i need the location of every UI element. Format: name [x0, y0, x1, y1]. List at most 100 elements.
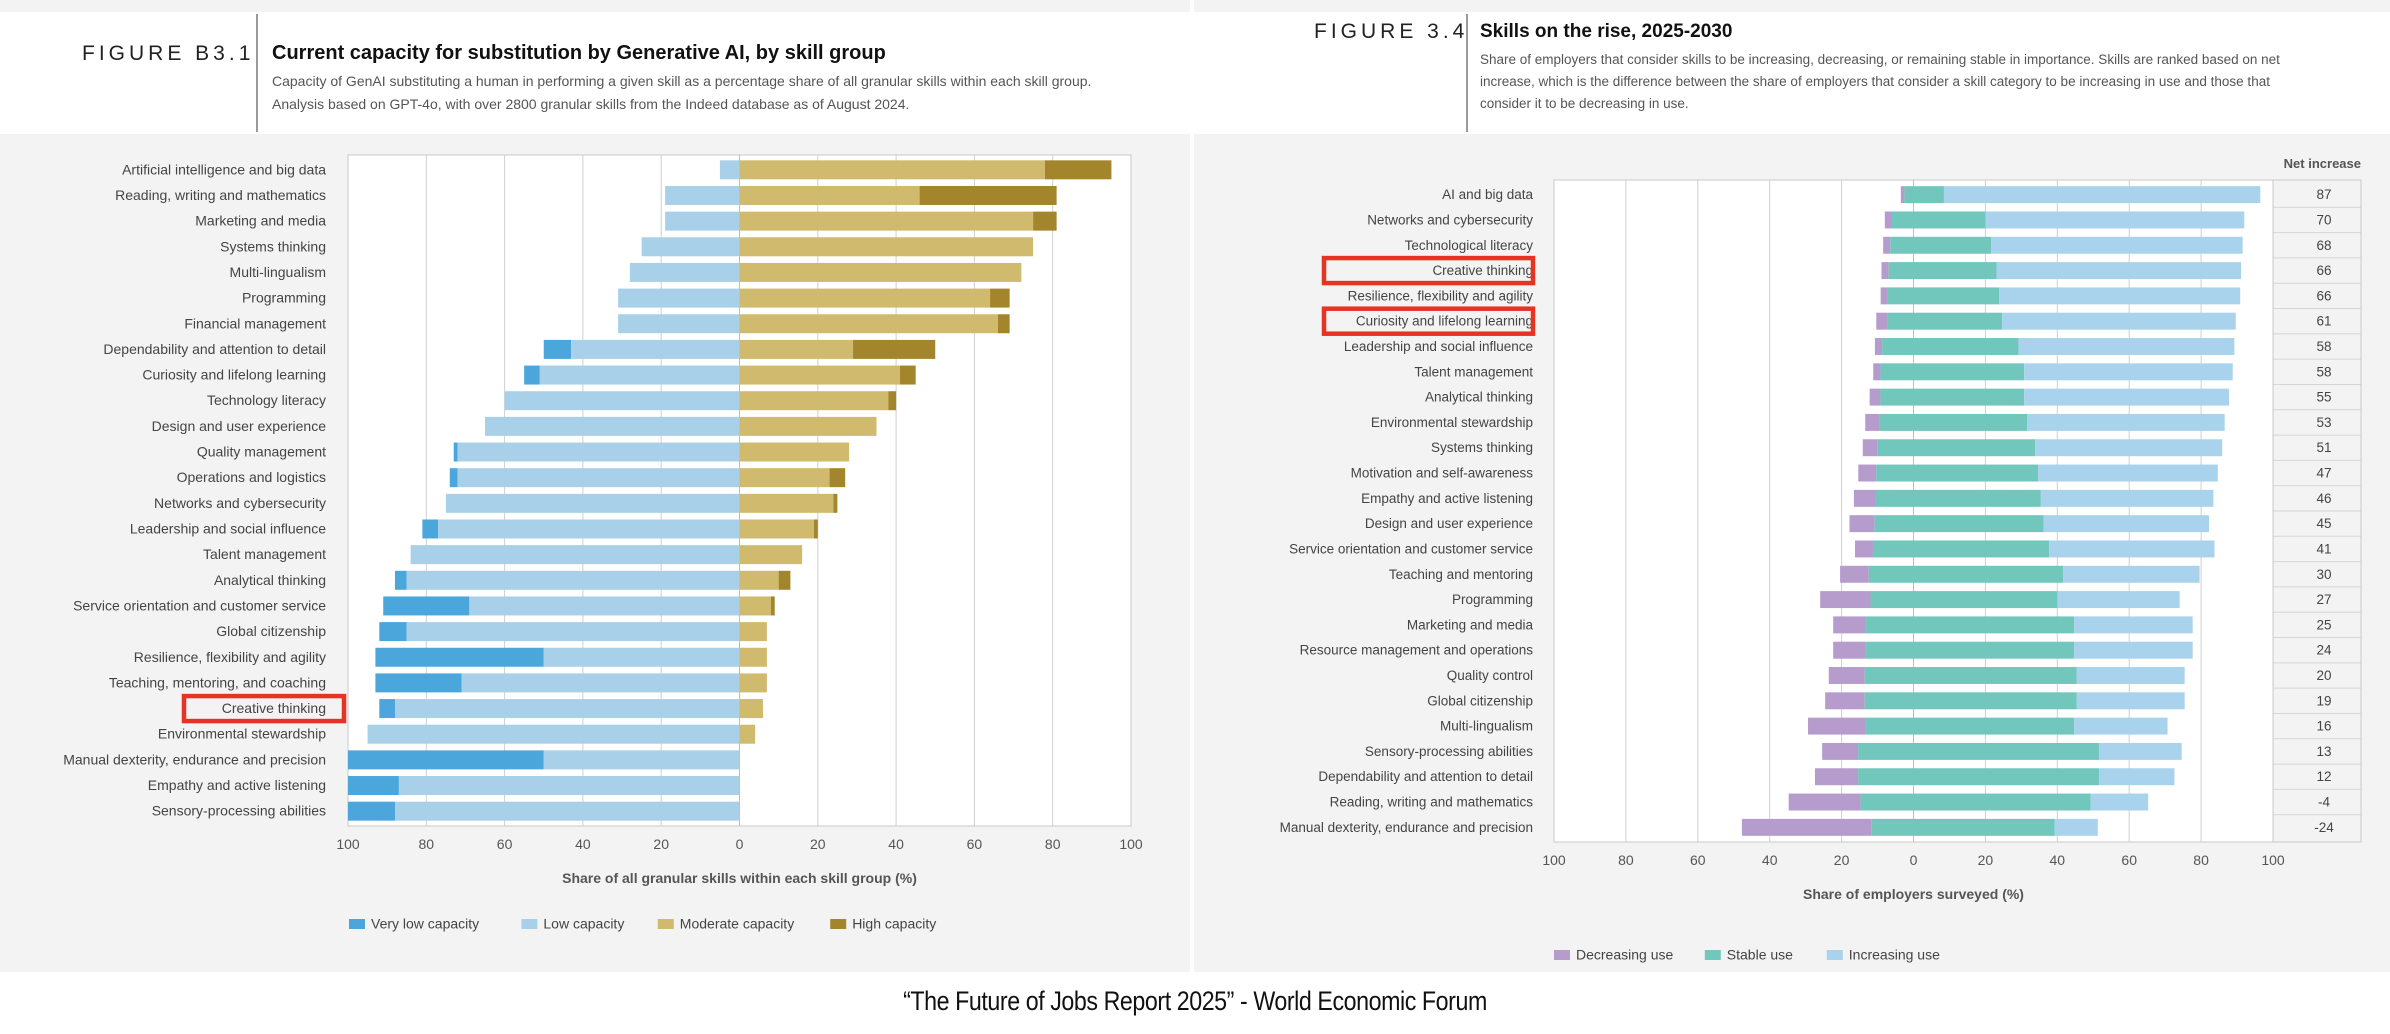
left-bar-moderate-capacity-quality-management [739, 442, 850, 462]
left-x-tick-label: 40 [575, 836, 591, 852]
right-net-increase-value-empathy-and-active-listening: 46 [2316, 491, 2331, 506]
right-bar-increasing-use-quality-control [2076, 667, 2185, 684]
right-bar-increasing-use-talent-management [2024, 363, 2233, 381]
right-bar-stable-use-motivation-and-self-awareness [1876, 464, 2039, 482]
left-x-tick-label: 20 [810, 836, 826, 852]
right-bar-decreasing-use-environmental-stewardship [1865, 413, 1880, 431]
right-net-increase-value-teaching-and-mentoring: 30 [2316, 567, 2331, 582]
left-bar-high-capacity-operations-and-logistics [829, 468, 846, 488]
left-bar-moderate-capacity-curiosity-and-lifelong-learning [739, 365, 901, 385]
left-bar-very-low-capacity-curiosity-and-lifelong-learning [524, 365, 540, 385]
right-bar-stable-use-systems-thinking [1877, 439, 2036, 457]
left-bar-moderate-capacity-artificial-intelligence-and-big-data [739, 160, 1045, 180]
right-net-increase-value-leadership-and-social-influence: 58 [2316, 339, 2331, 354]
left-legend-label-very-low-capacity: Very low capacity [371, 916, 479, 932]
right-bar-decreasing-use-quality-control [1828, 667, 1865, 684]
right-net-increase-value-analytical-thinking: 55 [2316, 390, 2331, 405]
left-bar-moderate-capacity-teaching-mentoring-and-coaching [739, 673, 767, 693]
right-bar-decreasing-use-analytical-thinking [1869, 388, 1881, 406]
left-legend-label-low-capacity: Low capacity [543, 916, 624, 932]
left-x-tick-label: 60 [967, 836, 983, 852]
left-bar-low-capacity-environmental-stewardship [367, 724, 740, 744]
left-bar-moderate-capacity-systems-thinking [739, 237, 1034, 257]
left-bar-low-capacity-technology-literacy [504, 391, 740, 411]
right-bar-decreasing-use-multi-lingualism [1808, 717, 1866, 735]
left-bar-moderate-capacity-operations-and-logistics [739, 468, 830, 488]
right-x-tick-label: 100 [1542, 852, 1566, 868]
right-bar-decreasing-use-manual-dexterity-endurance-and-precision [1741, 818, 1872, 836]
left-bar-very-low-capacity-dependability-and-attention-to-detail [543, 339, 572, 359]
right-figure-subtitle-line2: increase, which is the difference betwee… [1480, 74, 2270, 89]
left-bar-high-capacity-dependability-and-attention-to-detail [853, 339, 936, 359]
right-net-increase-value-resource-management-and-operations: 24 [2316, 643, 2332, 658]
right-x-tick-label: 20 [1834, 852, 1850, 868]
left-category-label-creative-thinking: Creative thinking [222, 700, 326, 716]
left-bar-high-capacity-networks-and-cybersecurity [833, 493, 838, 513]
right-bar-increasing-use-sensory-processing-abilities [2098, 742, 2182, 760]
right-bar-decreasing-use-design-and-user-experience [1849, 515, 1875, 533]
right-bar-increasing-use-analytical-thinking [2024, 388, 2230, 406]
left-x-tick-label: 100 [1119, 836, 1143, 852]
left-bar-moderate-capacity-talent-management [739, 545, 803, 565]
right-net-increase-value-technological-literacy: 68 [2316, 238, 2331, 253]
left-category-label-programming: Programming [242, 290, 326, 306]
left-category-label-teaching-mentoring-and-coaching: Teaching, mentoring, and coaching [109, 674, 326, 690]
right-bar-decreasing-use-dependability-and-attention-to-detail [1814, 768, 1859, 786]
right-x-tick-label: 0 [1910, 852, 1918, 868]
left-bar-low-capacity-reading-writing-and-mathematics [665, 185, 740, 205]
left-bar-low-capacity-programming [618, 288, 740, 308]
left-bar-low-capacity-manual-dexterity-endurance-and-precision [543, 750, 740, 770]
left-bar-low-capacity-service-orientation-and-customer-service [469, 596, 740, 616]
right-bar-stable-use-dependability-and-attention-to-detail [1858, 768, 2099, 786]
right-legend-swatch-stable-use [1704, 950, 1721, 960]
right-x-tick-label: 80 [1618, 852, 1634, 868]
right-bar-decreasing-use-global-citizenship [1825, 692, 1865, 710]
right-bar-stable-use-design-and-user-experience [1874, 515, 2044, 533]
right-net-increase-value-sensory-processing-abilities: 13 [2316, 744, 2331, 759]
right-bar-increasing-use-reading-writing-and-mathematics [2090, 793, 2149, 811]
right-bar-stable-use-technological-literacy [1890, 236, 1992, 254]
right-legend-label-increasing-use: Increasing use [1849, 947, 1940, 963]
left-category-label-quality-management: Quality management [197, 444, 326, 460]
left-category-label-operations-and-logistics: Operations and logistics [177, 469, 326, 485]
left-figure-title: Current capacity for substitution by Gen… [272, 42, 886, 64]
right-bar-decreasing-use-technological-literacy [1883, 236, 1891, 254]
right-bar-stable-use-sensory-processing-abilities [1858, 742, 2099, 760]
left-bar-moderate-capacity-resilience-flexibility-and-agility [739, 647, 767, 667]
left-category-label-marketing-and-media: Marketing and media [195, 213, 326, 229]
left-legend-label-moderate-capacity: Moderate capacity [680, 916, 794, 932]
left-bar-moderate-capacity-programming [739, 288, 991, 308]
right-bar-stable-use-resilience-flexibility-and-agility [1887, 287, 2000, 305]
left-bar-moderate-capacity-financial-management [739, 314, 998, 334]
right-bar-increasing-use-empathy-and-active-listening [2040, 489, 2214, 507]
right-net-increase-value-manual-dexterity-endurance-and-precision: -24 [2314, 820, 2334, 835]
left-bar-very-low-capacity-creative-thinking [379, 699, 395, 719]
right-category-label-global-citizenship: Global citizenship [1427, 693, 1533, 708]
right-category-label-curiosity-and-lifelong-learning: Curiosity and lifelong learning [1356, 314, 1533, 329]
left-category-label-systems-thinking: Systems thinking [220, 238, 326, 254]
left-bar-low-capacity-teaching-mentoring-and-coaching [461, 673, 740, 693]
right-category-label-manual-dexterity-endurance-and-precision: Manual dexterity, endurance and precisio… [1280, 820, 1533, 835]
right-category-label-resource-management-and-operations: Resource management and operations [1300, 643, 1534, 658]
right-net-increase-value-creative-thinking: 66 [2316, 263, 2331, 278]
right-x-axis-title: Share of employers surveyed (%) [1803, 886, 2024, 902]
left-chart: 100 80 60 40 20 0 20 40 60 80 100 Share of all gran… [63, 154, 1143, 932]
left-bar-moderate-capacity-marketing-and-media [739, 211, 1034, 231]
left-category-label-dependability-and-attention-to-detail: Dependability and attention to detail [103, 341, 326, 357]
left-bar-very-low-capacity-leadership-and-social-influence [422, 519, 439, 539]
left-bar-low-capacity-quality-management [457, 442, 740, 462]
right-category-label-empathy-and-active-listening: Empathy and active listening [1361, 491, 1533, 506]
right-net-increase-value-ai-and-big-data: 87 [2316, 187, 2331, 202]
right-legend-label-decreasing-use: Decreasing use [1576, 947, 1673, 963]
right-figure-subtitle-line1: Share of employers that consider skills … [1480, 52, 2280, 67]
right-bar-stable-use-teaching-and-mentoring [1868, 565, 2063, 583]
left-bar-high-capacity-analytical-thinking [778, 570, 791, 590]
left-x-tick-label: 60 [497, 836, 513, 852]
right-figure-label: FIGURE 3.4 [1314, 20, 1469, 43]
right-bar-decreasing-use-talent-management [1873, 363, 1881, 381]
right-net-increase-value-motivation-and-self-awareness: 47 [2316, 466, 2331, 481]
left-legend-label-high-capacity: High capacity [852, 916, 936, 932]
left-bar-very-low-capacity-teaching-mentoring-and-coaching [375, 673, 462, 693]
left-figure-header [0, 12, 1190, 134]
source-caption: “The Future of Jobs Report 2025” - World… [903, 986, 1487, 1016]
